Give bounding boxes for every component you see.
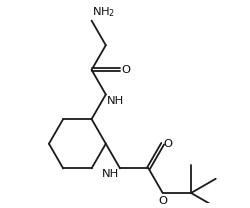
- Text: O: O: [158, 196, 167, 206]
- Text: O: O: [164, 139, 173, 149]
- Text: NH: NH: [107, 96, 124, 106]
- Text: NH: NH: [102, 170, 119, 180]
- Text: O: O: [122, 65, 130, 75]
- Text: NH$_2$: NH$_2$: [92, 6, 116, 20]
